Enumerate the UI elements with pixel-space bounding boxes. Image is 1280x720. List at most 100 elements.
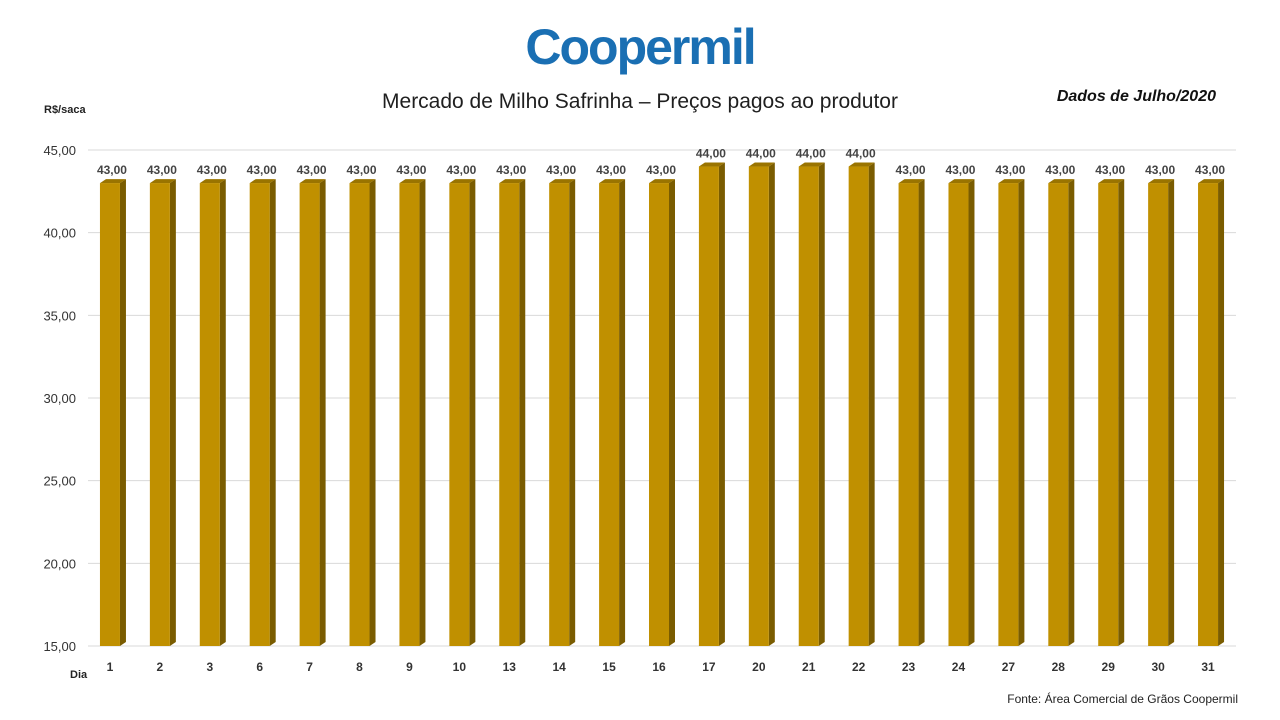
bar-top: [549, 179, 576, 184]
bar: [1098, 183, 1119, 647]
bar: [449, 183, 470, 647]
bar: [599, 183, 620, 647]
data-label: 43,00: [197, 163, 227, 177]
bar-side: [818, 162, 825, 647]
coopermil-logo-mark: Coopermil: [525, 19, 756, 75]
bar-side: [519, 179, 526, 647]
bar-side: [1218, 179, 1225, 647]
bar-side: [169, 179, 176, 647]
x-tick-label: 22: [852, 660, 866, 674]
bar: [249, 183, 270, 647]
bar-side: [369, 179, 376, 647]
x-tick-label: 29: [1102, 660, 1116, 674]
x-tick-label: 3: [206, 660, 213, 674]
data-label: 43,00: [1095, 163, 1125, 177]
bar-top: [349, 179, 376, 184]
bar: [149, 183, 170, 647]
y-tick-label: 20,00: [43, 556, 76, 571]
data-label: 44,00: [796, 147, 826, 161]
y-tick-label: 15,00: [43, 639, 76, 654]
bar-side: [619, 179, 626, 647]
bar-side: [718, 162, 725, 647]
y-tick-label: 25,00: [43, 474, 76, 489]
bar-side: [569, 179, 576, 647]
chart-title: Mercado de Milho Safrinha – Preços pagos…: [382, 90, 898, 113]
data-label: 43,00: [896, 163, 926, 177]
svg-text:Coopermil: Coopermil: [525, 19, 754, 75]
bar-side: [119, 179, 126, 647]
x-tick-label: 16: [652, 660, 666, 674]
bar-side: [219, 179, 226, 647]
x-tick-label: 15: [602, 660, 616, 674]
bar: [698, 166, 719, 647]
bar: [399, 183, 420, 647]
bar-side: [968, 179, 975, 647]
bar-side: [419, 179, 426, 647]
bar-top: [499, 179, 526, 184]
bar-top: [998, 179, 1025, 184]
x-axis-label: Dia: [70, 669, 88, 681]
bar: [798, 166, 819, 647]
data-label: 43,00: [646, 163, 676, 177]
bar-side: [1018, 179, 1025, 647]
bar-top: [599, 179, 626, 184]
x-tick-label: 6: [256, 660, 263, 674]
bar-top: [149, 179, 176, 184]
data-label: 43,00: [1145, 163, 1175, 177]
bar-side: [1118, 179, 1125, 647]
bar: [549, 183, 570, 647]
data-label: 43,00: [396, 163, 426, 177]
bar-top: [1148, 179, 1175, 184]
x-tick-label: 31: [1201, 660, 1215, 674]
bar: [349, 183, 370, 647]
bar-side: [319, 179, 326, 647]
data-label: 43,00: [147, 163, 177, 177]
y-tick-label: 30,00: [43, 391, 76, 406]
bar: [948, 183, 969, 647]
bar-top: [1048, 179, 1075, 184]
bar-top: [199, 179, 226, 184]
coopermil-logo: Coopermil: [0, 10, 1280, 90]
x-tick-label: 17: [702, 660, 716, 674]
bar: [748, 166, 769, 647]
data-label: 43,00: [1045, 163, 1075, 177]
bar-top: [399, 179, 426, 184]
y-axis-label: R$/saca: [44, 104, 86, 116]
bar-top: [848, 162, 875, 167]
data-label: 44,00: [696, 147, 726, 161]
x-tick-label: 30: [1151, 660, 1165, 674]
data-label: 43,00: [945, 163, 975, 177]
x-tick-label: 21: [802, 660, 816, 674]
x-tick-label: 28: [1052, 660, 1066, 674]
bar: [299, 183, 320, 647]
bar: [1198, 183, 1219, 647]
data-label: 43,00: [1195, 163, 1225, 177]
bar: [1048, 183, 1069, 647]
bar-side: [669, 179, 675, 647]
x-tick-label: 7: [306, 660, 313, 674]
data-label: 43,00: [247, 163, 277, 177]
data-label: 43,00: [446, 163, 476, 177]
x-tick-label: 9: [406, 660, 413, 674]
x-tick-label: 27: [1002, 660, 1016, 674]
bar: [99, 183, 120, 647]
x-tick-label: 1: [107, 660, 114, 674]
bar-top: [698, 162, 725, 167]
data-label: 43,00: [347, 163, 377, 177]
data-label: 43,00: [546, 163, 576, 177]
x-tick-label: 13: [503, 660, 517, 674]
x-tick-label: 2: [157, 660, 164, 674]
bar-top: [748, 162, 775, 167]
bar: [1148, 183, 1169, 647]
data-label: 43,00: [596, 163, 626, 177]
bar-top: [449, 179, 476, 184]
bar: [199, 183, 220, 647]
data-label: 43,00: [297, 163, 327, 177]
data-label: 43,00: [995, 163, 1025, 177]
x-tick-label: 8: [356, 660, 363, 674]
bar: [499, 183, 520, 647]
data-label: 43,00: [496, 163, 526, 177]
x-tick-label: 14: [552, 660, 566, 674]
data-label: 44,00: [746, 147, 776, 161]
